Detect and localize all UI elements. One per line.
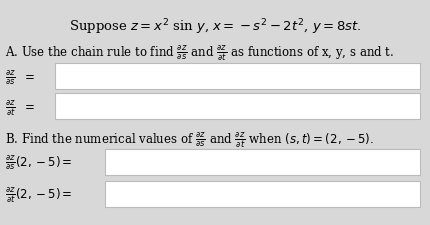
Text: Suppose $z = x^2$ sin $y$, $x = -s^2 - 2t^2$, $y = 8st.$: Suppose $z = x^2$ sin $y$, $x = -s^2 - 2… <box>69 17 360 37</box>
Text: A. Use the chain rule to find $\frac{\partial z}{\partial s}$ and $\frac{\partia: A. Use the chain rule to find $\frac{\pa… <box>5 43 393 63</box>
Text: $\frac{\partial z}{\partial t}(2, -5) =$: $\frac{\partial z}{\partial t}(2, -5) =$ <box>5 185 72 205</box>
Bar <box>105 149 419 175</box>
Text: B. Find the numerical values of $\frac{\partial z}{\partial s}$ and $\frac{\part: B. Find the numerical values of $\frac{\… <box>5 130 373 150</box>
Bar <box>55 93 419 119</box>
Bar <box>55 63 419 89</box>
Text: $\frac{\partial z}{\partial t}$  $=$: $\frac{\partial z}{\partial t}$ $=$ <box>5 98 35 118</box>
Bar <box>105 181 419 207</box>
Text: $\frac{\partial z}{\partial s}$  $=$: $\frac{\partial z}{\partial s}$ $=$ <box>5 69 35 88</box>
Text: $\frac{\partial z}{\partial s}(2, -5) =$: $\frac{\partial z}{\partial s}(2, -5) =$ <box>5 153 72 172</box>
